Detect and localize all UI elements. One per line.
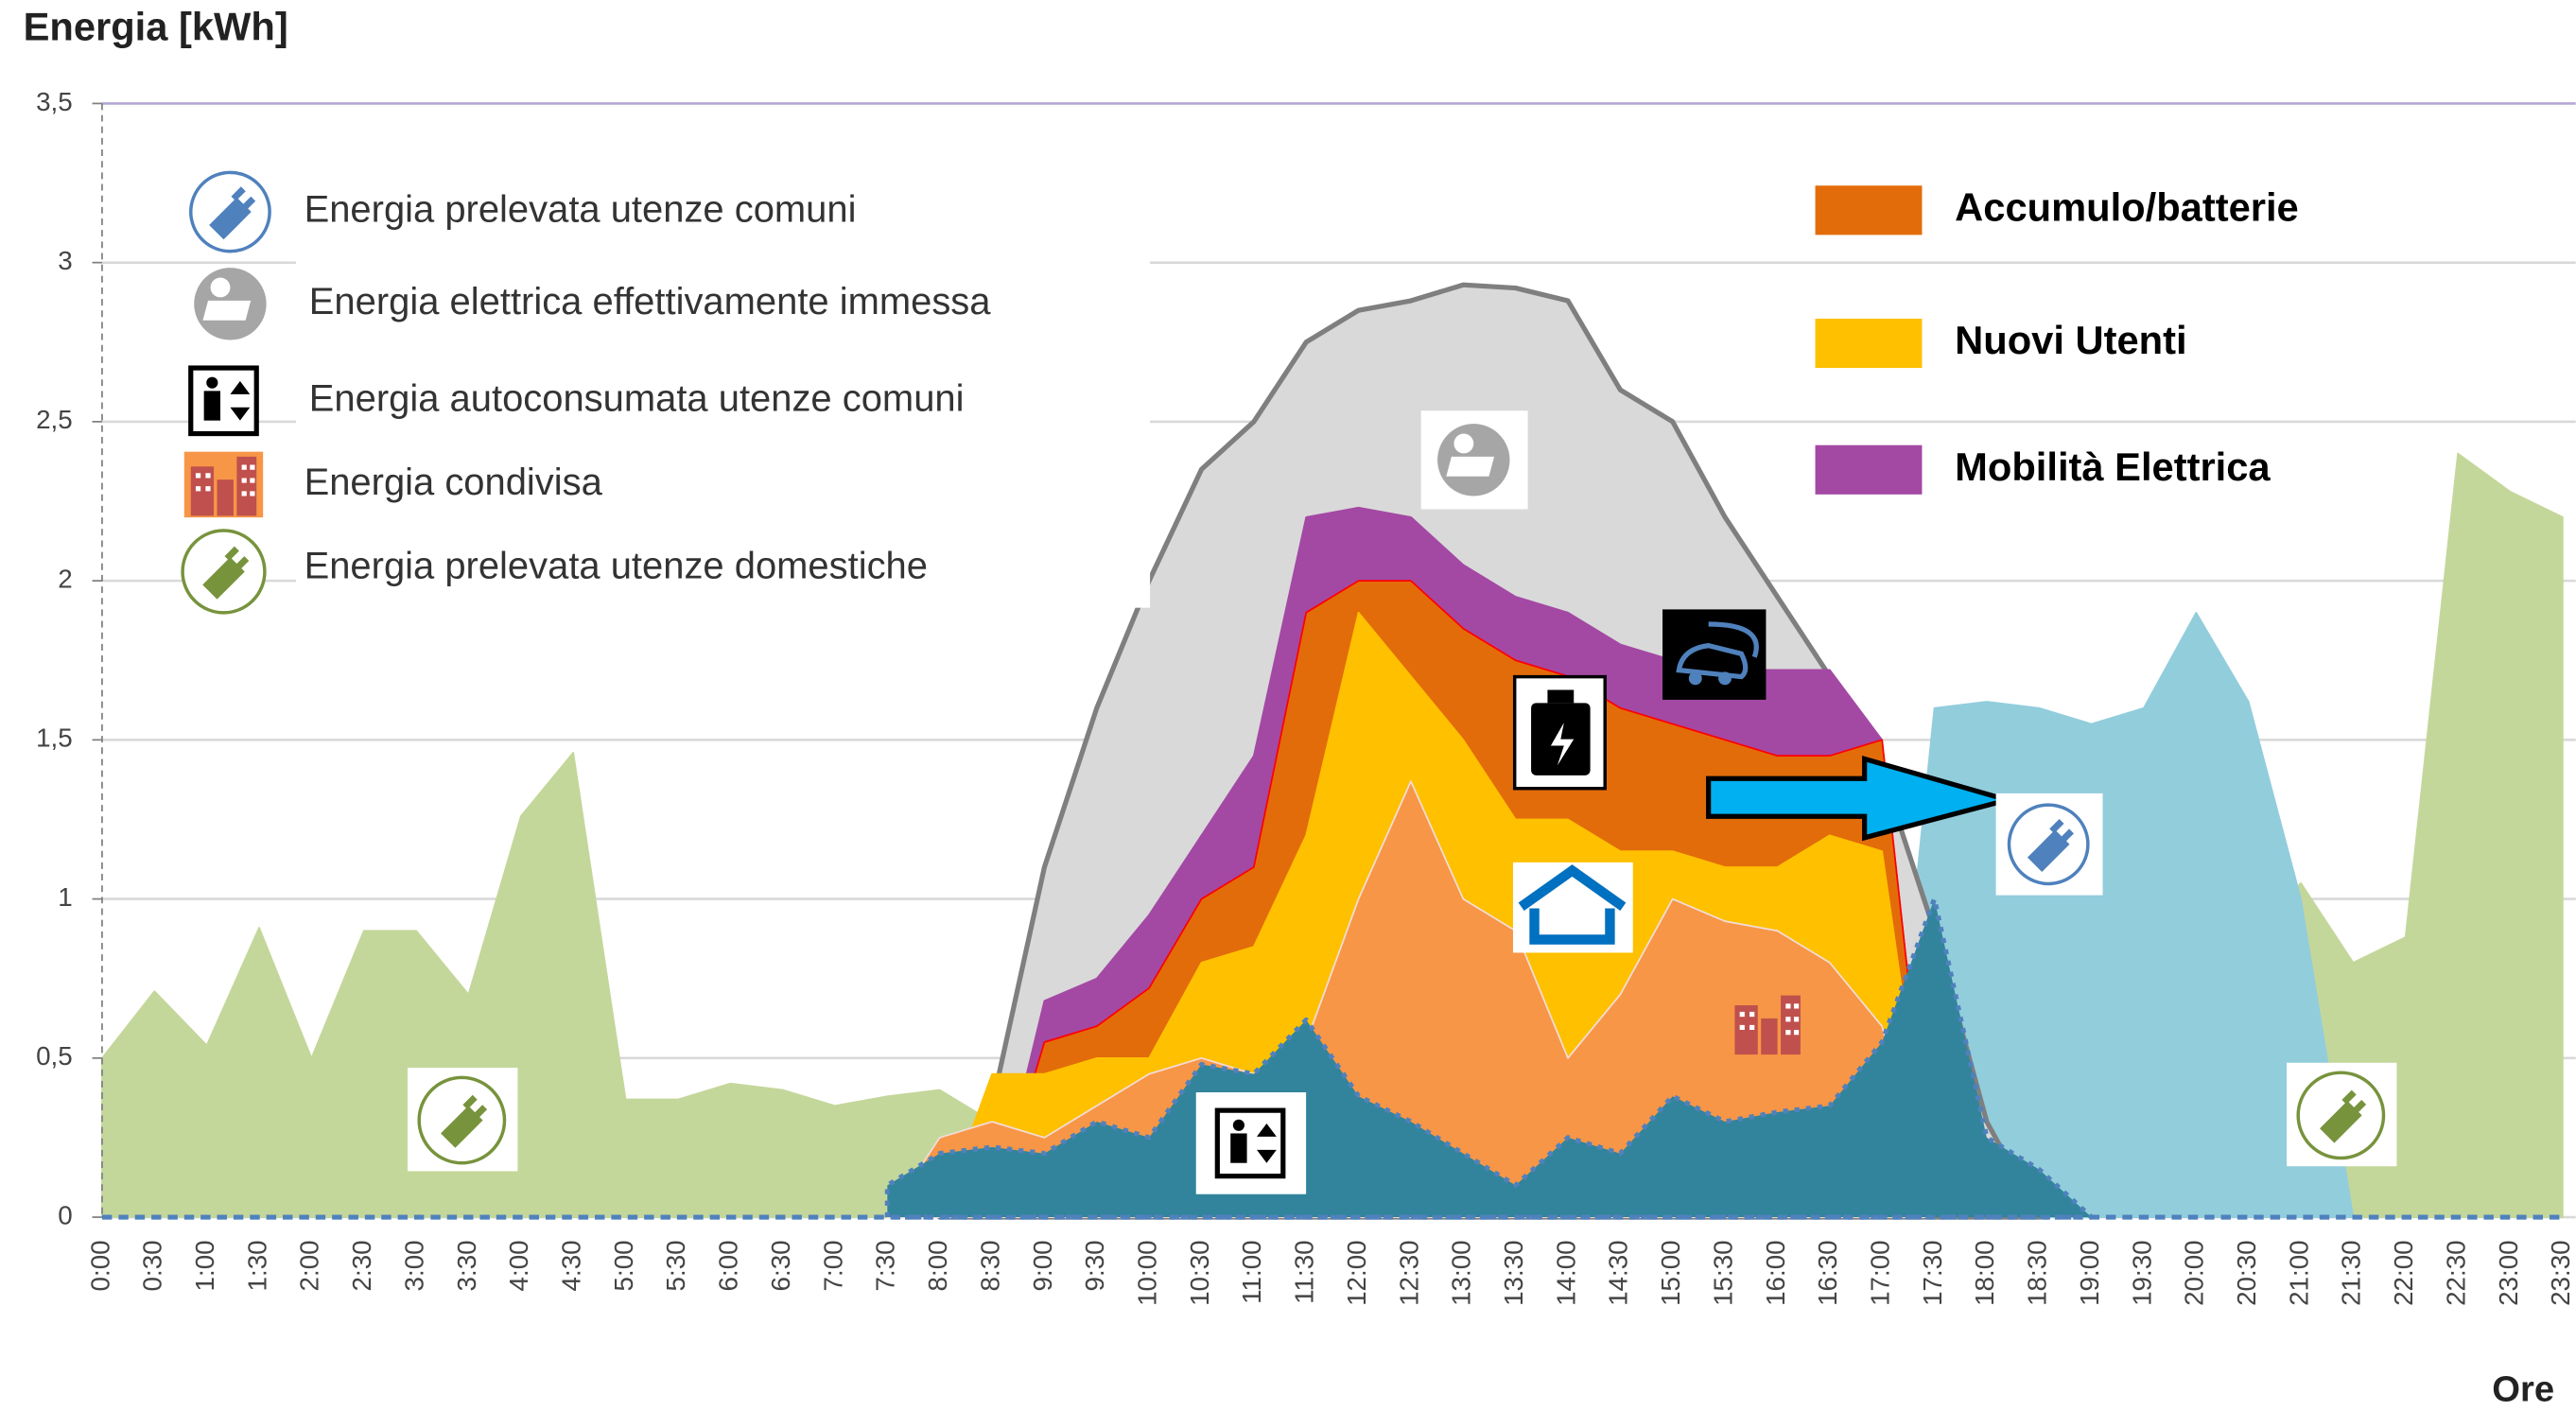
y-tick-label: 1 xyxy=(58,882,72,912)
x-tick-label: 11:00 xyxy=(1237,1240,1266,1303)
legend-label: Energia elettrica effettivamente immessa xyxy=(309,281,991,322)
chart-title: Energia [kWh] xyxy=(24,4,288,48)
legend-icon xyxy=(194,268,267,340)
x-tick-label: 2:30 xyxy=(347,1240,376,1291)
legend-label: Mobilità Elettrica xyxy=(1955,444,2271,489)
x-tick-label: 12:00 xyxy=(1342,1240,1371,1306)
area xyxy=(884,896,2095,1220)
x-tick-label: 19:00 xyxy=(2075,1240,2104,1306)
x-tick-label: 12:30 xyxy=(1394,1240,1423,1306)
legend-swatch xyxy=(1815,185,1923,235)
x-tick-label: 8:00 xyxy=(923,1240,952,1291)
x-tick-label: 9:00 xyxy=(1028,1240,1057,1291)
x-tick-label: 21:30 xyxy=(2337,1240,2366,1306)
x-tick-label: 0:30 xyxy=(138,1240,167,1291)
x-tick-label: 10:00 xyxy=(1132,1240,1161,1306)
legend-swatch xyxy=(1815,318,1923,369)
chart-icons xyxy=(408,410,2397,1194)
x-tick-label: 6:00 xyxy=(714,1240,743,1291)
x-tick-label: 10:30 xyxy=(1185,1240,1214,1306)
y-tick-label: 2 xyxy=(58,564,72,593)
x-tick-label: 7:00 xyxy=(818,1240,847,1291)
x-tick-label: 18:30 xyxy=(2023,1240,2052,1306)
x-tick-label: 1:00 xyxy=(190,1240,219,1291)
y-tick-label: 0 xyxy=(58,1200,72,1229)
x-tick-label: 23:00 xyxy=(2494,1240,2523,1306)
x-tick-label: 13:30 xyxy=(1499,1240,1528,1306)
legend-label: Energia condivisa xyxy=(305,462,603,503)
x-tick-label: 22:30 xyxy=(2441,1240,2470,1306)
x-tick-label: 6:30 xyxy=(766,1240,795,1291)
area xyxy=(1881,611,2355,1218)
x-tick-label: 17:30 xyxy=(1918,1240,1947,1306)
x-tick-label: 9:30 xyxy=(1080,1240,1109,1291)
legend: Energia prelevata utenze comuni Energia e… xyxy=(181,170,2299,615)
x-tick-label: 14:00 xyxy=(1551,1240,1580,1306)
x-tick-label: 14:30 xyxy=(1604,1240,1633,1306)
legend-label: Energia prelevata utenze comuni xyxy=(305,189,857,231)
x-tick-label: 23:30 xyxy=(2546,1240,2575,1306)
x-tick-label: 0:00 xyxy=(85,1240,114,1291)
legend-label: Nuovi Utenti xyxy=(1955,318,2186,362)
legend-label: Energia prelevata utenze domestiche xyxy=(305,546,928,587)
legend-swatch xyxy=(1815,444,1923,495)
y-tick-label: 0,5 xyxy=(36,1041,73,1071)
x-tick-label: 7:30 xyxy=(871,1240,900,1291)
x-axis-label: Ore xyxy=(2492,1368,2554,1409)
legend-label: Energia autoconsumata utenze comuni xyxy=(309,377,965,419)
x-tick-label: 17:00 xyxy=(1866,1240,1895,1306)
y-tick-label: 3,5 xyxy=(36,87,73,116)
x-tick-label: 4:00 xyxy=(504,1240,533,1291)
axes: 0 0,5 1 1,5 2 2,5 3 3,5 0:00 0:30 1:00 1:30 2:00 2:30… xyxy=(36,87,2575,1306)
x-tick-label: 21:00 xyxy=(2284,1240,2313,1306)
x-tick-label: 16:00 xyxy=(1761,1240,1790,1306)
y-tick-label: 3 xyxy=(58,246,72,275)
x-tick-label: 5:00 xyxy=(609,1240,638,1291)
x-tick-label: 5:30 xyxy=(661,1240,690,1291)
x-tick-label: 19:30 xyxy=(2127,1240,2156,1306)
x-tick-label: 20:00 xyxy=(2180,1240,2209,1306)
x-tick-label: 15:30 xyxy=(1708,1240,1737,1306)
x-tick-label: 8:30 xyxy=(975,1240,1004,1291)
x-tick-label: 15:00 xyxy=(1656,1240,1685,1306)
y-tick-label: 2,5 xyxy=(36,405,73,434)
x-tick-label: 3:30 xyxy=(452,1240,481,1291)
x-tick-label: 20:30 xyxy=(2232,1240,2261,1306)
legend-label: Accumulo/batterie xyxy=(1955,184,2299,229)
y-tick-label: 1,5 xyxy=(36,723,73,753)
legend-background xyxy=(295,172,1151,608)
x-tick-label: 3:00 xyxy=(399,1240,428,1291)
x-tick-label: 13:00 xyxy=(1447,1240,1476,1306)
x-tick-label: 16:30 xyxy=(1813,1240,1842,1306)
x-tick-label: 22:00 xyxy=(2389,1240,2418,1306)
x-tick-label: 2:00 xyxy=(295,1240,324,1291)
x-tick-label: 4:30 xyxy=(557,1240,586,1291)
x-tick-label: 11:30 xyxy=(1290,1240,1319,1303)
legend-icon xyxy=(191,368,256,433)
x-tick-label: 1:30 xyxy=(242,1240,271,1291)
x-tick-label: 18:00 xyxy=(1970,1240,1999,1306)
